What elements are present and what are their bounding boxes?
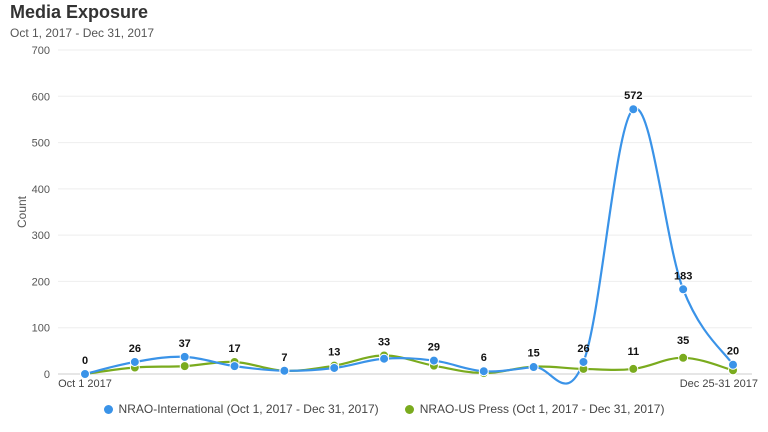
data-point-international[interactable] (578, 356, 589, 367)
legend-label: NRAO-US Press (Oct 1, 2017 - Dec 31, 201… (419, 402, 665, 416)
data-point-international[interactable] (728, 359, 738, 370)
legend-label: NRAO-International (Oct 1, 2017 - Dec 31… (118, 402, 379, 416)
data-point-international[interactable] (528, 362, 539, 373)
legend-marker-icon (404, 404, 414, 414)
x-tick-label: Dec 25-31 2017 (680, 378, 758, 390)
legend: NRAO-International (Oct 1, 2017 - Dec 31… (0, 402, 768, 416)
data-label: 0 (82, 355, 88, 367)
y-tick-label: 200 (32, 276, 50, 288)
data-label: 26 (577, 343, 589, 355)
series-line-international (84, 107, 734, 385)
y-tick-label: 0 (44, 369, 50, 381)
data-label: 29 (428, 342, 440, 354)
data-label: 13 (328, 347, 340, 359)
data-label: 37 (179, 338, 191, 350)
y-tick-label: 600 (32, 91, 50, 103)
data-label: 15 (527, 348, 539, 360)
data-point-international[interactable] (478, 366, 489, 377)
data-point-international[interactable] (428, 355, 439, 366)
legend-item-international[interactable]: NRAO-International (Oct 1, 2017 - Dec 31… (103, 402, 379, 416)
chart-subtitle: Oct 1, 2017 - Dec 31, 2017 (10, 26, 155, 40)
data-point-international[interactable] (129, 356, 140, 367)
data-label: 26 (129, 343, 141, 355)
chart-title: Media Exposure (10, 2, 149, 22)
y-tick-label: 100 (32, 323, 50, 335)
legend-item-us-press[interactable]: NRAO-US Press (Oct 1, 2017 - Dec 31, 201… (404, 402, 665, 416)
y-tick-label: 700 (32, 45, 50, 57)
data-label: 183 (674, 270, 692, 282)
data-point-us-press[interactable] (678, 352, 689, 363)
legend-marker-icon (103, 404, 113, 414)
data-point-international[interactable] (279, 365, 290, 376)
data-point-international[interactable] (229, 361, 240, 372)
data-label: 7 (281, 352, 287, 364)
data-label: 33 (378, 336, 390, 348)
data-label: 20 (727, 346, 739, 358)
data-point-international[interactable] (80, 369, 90, 379)
x-tick-label: Oct 1 2017 (58, 378, 112, 390)
data-label: 11 (627, 346, 639, 358)
data-point-us-press[interactable] (179, 361, 190, 372)
y-tick-label: 400 (32, 184, 50, 196)
y-tick-label: 500 (32, 138, 50, 150)
data-point-international[interactable] (678, 284, 689, 295)
data-point-us-press[interactable] (628, 363, 639, 374)
data-label: 572 (624, 90, 642, 102)
data-label: 17 (228, 343, 240, 355)
y-axis-label: Count (15, 195, 29, 228)
data-point-international[interactable] (329, 362, 340, 373)
y-tick-label: 300 (32, 230, 50, 242)
data-point-international[interactable] (179, 351, 190, 362)
data-point-international[interactable] (379, 353, 390, 364)
data-label: 35 (677, 335, 689, 347)
data-point-international[interactable] (628, 104, 639, 115)
data-label: 6 (481, 352, 487, 364)
